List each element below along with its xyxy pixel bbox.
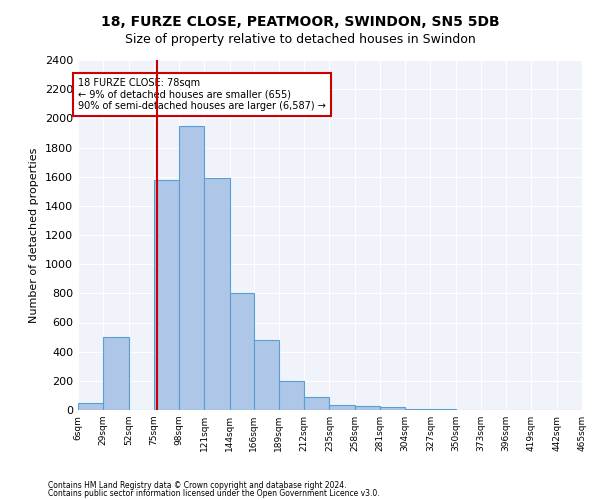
Bar (355, 406, 380, 410)
Bar (279, 381, 304, 410)
Bar (254, 340, 279, 410)
Text: Contains public sector information licensed under the Open Government Licence v3: Contains public sector information licen… (48, 488, 380, 498)
Bar (154, 180, 179, 410)
Y-axis label: Number of detached properties: Number of detached properties (29, 148, 40, 322)
Bar (329, 405, 355, 410)
Bar (78, 402, 103, 410)
Text: 18 FURZE CLOSE: 78sqm
← 9% of detached houses are smaller (655)
90% of semi-deta: 18 FURZE CLOSE: 78sqm ← 9% of detached h… (78, 78, 326, 110)
Text: Size of property relative to detached houses in Swindon: Size of property relative to detached ho… (125, 32, 475, 46)
Bar (179, 126, 204, 410)
Text: Contains HM Land Registry data © Crown copyright and database right 2024.: Contains HM Land Registry data © Crown c… (48, 481, 347, 490)
Bar (230, 294, 254, 410)
Bar (204, 178, 230, 410)
Bar (304, 397, 329, 410)
Bar (103, 337, 128, 410)
Text: 18, FURZE CLOSE, PEATMOOR, SWINDON, SN5 5DB: 18, FURZE CLOSE, PEATMOOR, SWINDON, SN5 … (101, 15, 499, 29)
Bar (380, 407, 405, 410)
